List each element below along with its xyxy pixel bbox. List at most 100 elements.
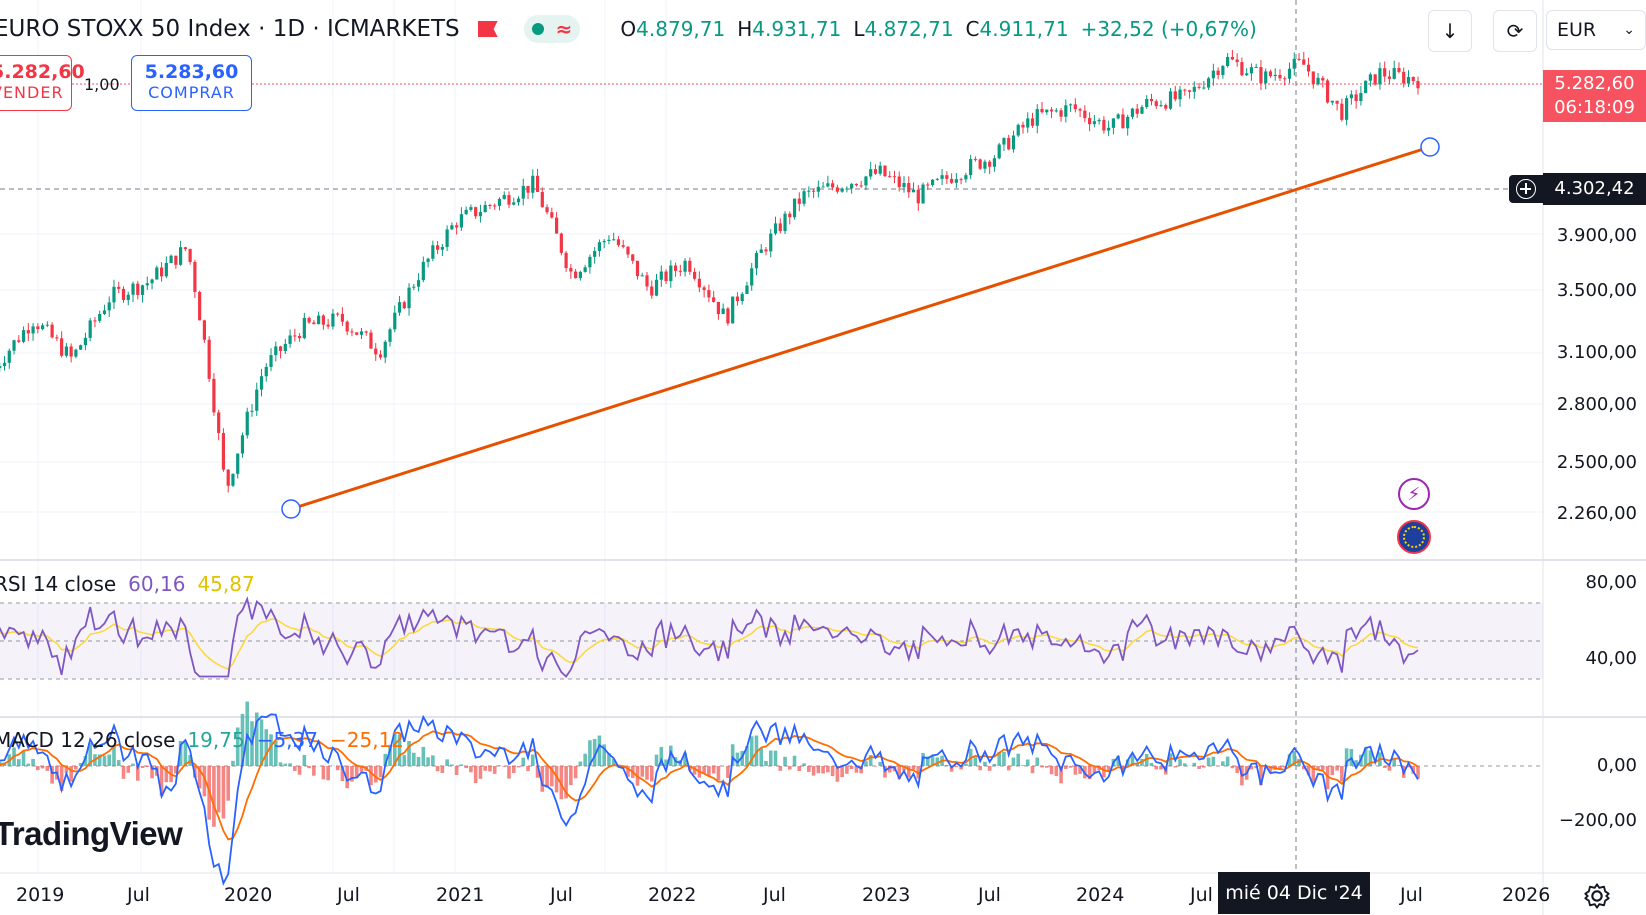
candle-body <box>826 183 830 187</box>
macd-histogram-bar <box>174 766 178 774</box>
macd-histogram-bar <box>878 761 883 766</box>
candle-body <box>278 346 283 352</box>
quantity-value[interactable]: 1,00 <box>84 75 120 94</box>
macd-histogram-bar <box>1225 756 1230 766</box>
trendline[interactable] <box>290 145 1431 511</box>
macd-histogram-bar <box>973 757 978 766</box>
candle-body <box>402 302 406 309</box>
candle-body <box>1411 76 1415 82</box>
macd-histogram-bar <box>1316 766 1320 771</box>
lightning-icon[interactable]: ⚡ <box>1398 478 1430 510</box>
flag-icon[interactable] <box>477 21 498 37</box>
candle-body <box>1364 80 1368 94</box>
change-value: +32,52 (+0,67%) <box>1080 17 1257 41</box>
candle-body <box>654 279 659 296</box>
candle-body <box>1002 138 1006 145</box>
candle-body <box>469 207 473 210</box>
macd-histogram-bar <box>1092 766 1097 773</box>
macd-histogram-bar <box>559 766 564 800</box>
candle-body <box>407 287 411 309</box>
macd-histogram-bar <box>473 766 478 784</box>
candle-body <box>121 288 126 301</box>
macd-histogram-bar <box>235 727 240 766</box>
candle-body <box>217 412 221 434</box>
candle-body <box>983 161 987 169</box>
macd-histogram-bar <box>773 750 778 766</box>
macd-histogram-bar <box>97 754 102 766</box>
currency-select[interactable]: EUR ⌄ <box>1546 10 1646 50</box>
macd-histogram-bar <box>145 766 150 768</box>
time-axis-label: Jul <box>978 884 1001 906</box>
crosshair-price-tag: 4.302,42 <box>1543 173 1646 205</box>
macd-histogram-bar <box>1149 762 1154 766</box>
candle-body <box>155 267 159 280</box>
candle-body <box>1116 114 1120 119</box>
macd-histogram-bar <box>16 759 21 766</box>
macd-histogram-bar <box>583 753 587 766</box>
macd-histogram-bar <box>297 766 302 775</box>
candle-body <box>1159 105 1163 107</box>
buy-button[interactable]: 5.283,60 COMPRAR <box>131 55 252 111</box>
fullscreen-icon[interactable]: ⟳ <box>1493 10 1537 52</box>
candle-body <box>1221 66 1225 76</box>
macd-histogram-bar <box>378 766 383 778</box>
tradingview-logo[interactable]: TradingView <box>0 815 183 852</box>
sell-button[interactable]: 5.282,60 VENDER <box>0 55 85 111</box>
macd-histogram-bar <box>1197 766 1201 769</box>
candle-body <box>455 225 459 228</box>
trendline-handle-start[interactable] <box>281 499 301 519</box>
macd-histogram-bar <box>1002 751 1006 766</box>
macd-histogram-bar <box>1202 766 1206 768</box>
macd-histogram-bar <box>212 766 216 827</box>
macd-histogram-bar <box>906 766 911 778</box>
macd-histogram-bar <box>1392 758 1397 766</box>
candle-body <box>773 223 778 234</box>
candle-body <box>445 229 449 247</box>
macd-legend[interactable]: MACD 12 26 close 19,75 −5,37 −25,12 <box>0 728 405 752</box>
time-axis-label: Jul <box>127 884 150 906</box>
candle-body <box>1321 77 1325 81</box>
macd-histogram-bar <box>702 766 706 775</box>
candle-body <box>811 190 816 192</box>
macd-histogram-bar <box>216 766 221 813</box>
macd-histogram-bar <box>592 739 597 766</box>
macd-histogram-bar <box>997 751 1001 766</box>
symbol-title[interactable]: EURO STOXX 50 Index · 1D · ICMARKETS <box>0 16 460 42</box>
macd-histogram-bar <box>492 766 497 774</box>
add-alert-plus-icon[interactable] <box>1509 175 1543 203</box>
trendline-handle-end[interactable] <box>1420 137 1440 157</box>
candle-body <box>821 186 825 188</box>
market-status-pill[interactable]: ≈ <box>523 15 581 43</box>
candle-body <box>107 302 111 311</box>
settings-gear-icon[interactable] <box>1583 882 1611 910</box>
download-arrow-icon[interactable]: ↓ <box>1428 10 1472 52</box>
macd-histogram-bar <box>959 766 963 770</box>
macd-histogram-bar <box>735 752 740 766</box>
macd-histogram-bar <box>202 766 207 797</box>
candle-body <box>1054 110 1058 112</box>
macd-histogram-bar <box>326 766 330 781</box>
macd-histogram-bar <box>426 757 430 766</box>
rsi-legend[interactable]: RSI 14 close 60,16 45,87 <box>0 572 255 596</box>
macd-histogram-bar <box>221 766 226 819</box>
macd-histogram-bar <box>150 766 154 779</box>
macd-histogram-bar <box>1206 757 1211 766</box>
macd-histogram-bar <box>745 745 749 766</box>
candle-body <box>26 330 30 334</box>
candle-body <box>1206 78 1211 88</box>
candle-body <box>1245 73 1249 76</box>
candle-body <box>616 239 621 246</box>
macd-axis-label: 0,00 <box>1596 755 1637 776</box>
macd-histogram-bar <box>645 766 649 780</box>
candle-body <box>697 278 701 288</box>
candle-body <box>1306 64 1311 72</box>
eu-flag-icon[interactable] <box>1397 520 1431 554</box>
candle-body <box>1045 109 1049 113</box>
macd-histogram-bar <box>140 766 145 768</box>
macd-histogram-bar <box>469 766 473 773</box>
macd-histogram-bar <box>787 766 792 770</box>
macd-histogram-bar <box>321 766 326 780</box>
macd-histogram-bar <box>1006 766 1011 771</box>
macd-histogram-bar <box>1178 759 1182 766</box>
